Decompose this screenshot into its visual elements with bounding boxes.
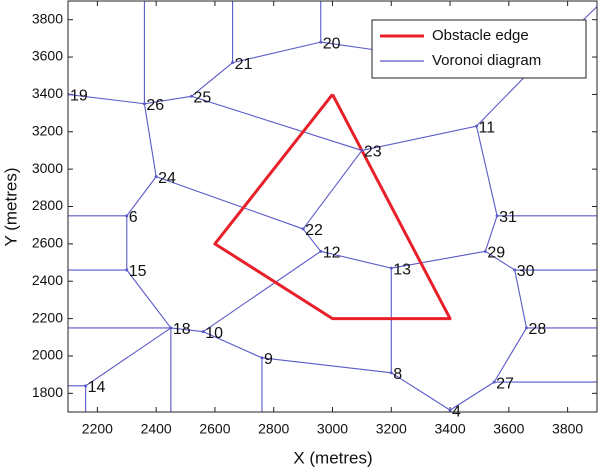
node-label: 15: [129, 263, 147, 280]
y-tick-label: 2800: [32, 197, 63, 213]
node-point: [260, 356, 264, 360]
node-label: 12: [323, 245, 341, 262]
node-point: [475, 124, 479, 128]
y-tick-label: 2600: [32, 235, 63, 251]
node-point: [448, 408, 452, 412]
y-tick-label: 3200: [32, 122, 63, 138]
node-point: [189, 94, 193, 98]
legend-box: [371, 19, 587, 79]
x-axis-label: X (metres): [293, 448, 372, 467]
y-tick-label: 2200: [32, 309, 63, 325]
node-point: [125, 214, 129, 218]
node-point: [201, 330, 205, 334]
node-point: [319, 249, 323, 253]
node-label: 13: [393, 261, 411, 278]
node-label: 6: [129, 209, 138, 226]
node-label: 20: [323, 35, 341, 52]
node-label: 18: [173, 321, 191, 338]
node-label: 22: [305, 222, 323, 239]
y-tick-label: 1800: [32, 384, 63, 400]
x-tick-label: 3800: [552, 421, 583, 437]
y-tick-label: 3000: [32, 160, 63, 176]
y-tick-label: 2400: [32, 272, 63, 288]
x-tick-label: 3200: [376, 421, 407, 437]
x-tick-label: 3000: [317, 421, 348, 437]
node-label: 27: [496, 375, 514, 392]
y-tick-label: 3600: [32, 48, 63, 64]
node-label: 11: [479, 119, 496, 136]
legend-label: Obstacle edge: [432, 27, 529, 44]
x-tick-label: 2400: [141, 421, 172, 437]
node-point: [513, 268, 517, 272]
node-point: [125, 268, 129, 272]
node-point: [389, 371, 393, 375]
node-point: [301, 227, 305, 231]
node-point: [154, 175, 158, 179]
legend-label: Voronoi diagram: [432, 52, 541, 69]
node-point: [495, 214, 499, 218]
x-tick-label: 2200: [82, 421, 113, 437]
plot-area: [68, 1, 597, 412]
node-point: [169, 326, 173, 330]
x-tick-label: 3600: [493, 421, 524, 437]
node-label: 19: [70, 88, 88, 105]
node-label: 30: [517, 263, 535, 280]
node-label: 21: [235, 56, 253, 73]
plot-frame: [67, 0, 598, 413]
x-tick-label: 2800: [258, 421, 289, 437]
node-label: 25: [193, 89, 211, 106]
node-label: 26: [146, 97, 164, 114]
node-point: [319, 40, 323, 44]
node-label: 29: [487, 245, 505, 262]
node-label: 31: [499, 209, 517, 226]
obstacle-edge: [213, 93, 452, 321]
x-tick-label: 2600: [199, 421, 230, 437]
y-tick-label: 3400: [32, 85, 63, 101]
y-axis-label: Y (metres): [1, 167, 20, 246]
node-label: 28: [528, 321, 546, 338]
node-point: [231, 61, 235, 65]
node-label: 8: [393, 366, 402, 383]
node-point: [360, 148, 364, 152]
node-label: 23: [364, 144, 382, 161]
node-label: 14: [88, 379, 106, 396]
node-label: 10: [205, 325, 223, 342]
y-tick-label: 3800: [32, 10, 63, 26]
node-point: [389, 266, 393, 270]
node-point: [84, 384, 88, 388]
node-point: [492, 380, 496, 384]
node-label: 24: [158, 170, 176, 187]
node-point: [142, 102, 146, 106]
x-tick-label: 3400: [434, 421, 465, 437]
node-label: 9: [264, 351, 273, 368]
node-point: [524, 326, 528, 330]
y-tick-label: 2000: [32, 347, 63, 363]
node-point: [483, 249, 487, 253]
